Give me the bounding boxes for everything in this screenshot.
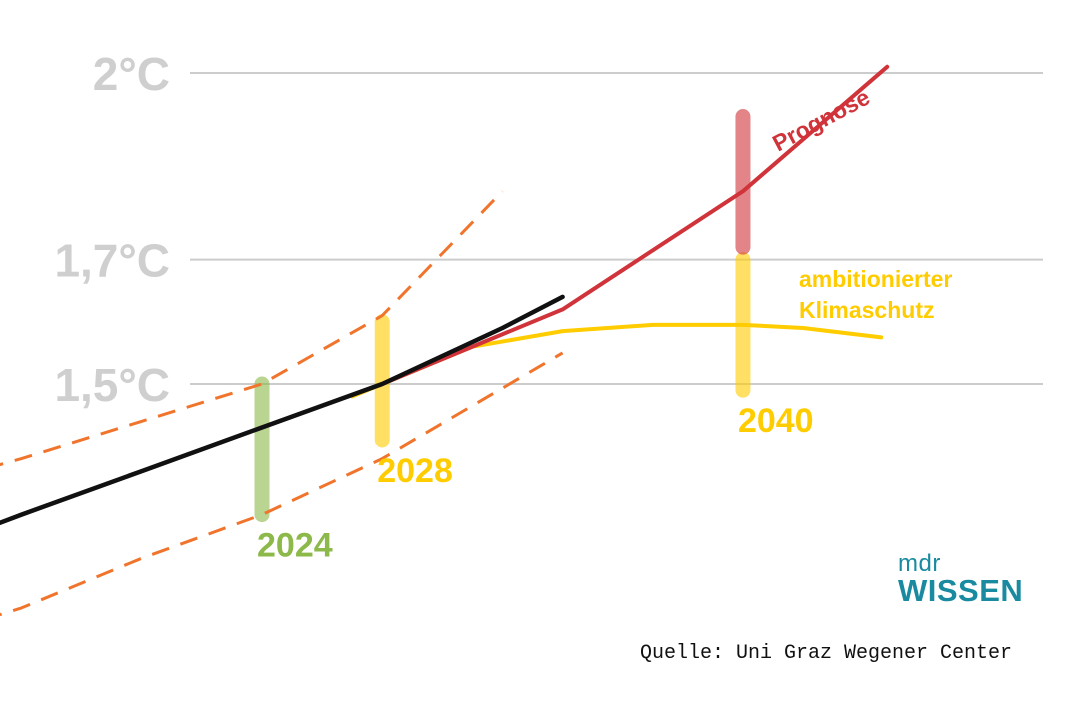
y-tick-label-0: 1,5°C	[54, 359, 170, 411]
annotation-prognose: Prognose	[768, 84, 874, 157]
series-line-lower-bound	[0, 351, 564, 617]
year-label-2024: 2024	[257, 527, 333, 565]
logo-mdr-text: mdr	[898, 550, 941, 577]
source-note: Quelle: Uni Graz Wegener Center	[640, 642, 1013, 665]
y-tick-label-2: 2°C	[93, 48, 170, 100]
y-tick-label-1: 1,7°C	[54, 235, 170, 287]
year-label-2028: 2028	[377, 452, 453, 490]
year-label-2040: 2040	[738, 402, 814, 440]
year-labels: 2024 2028 2040	[257, 402, 814, 564]
annotation-klimaschutz: Klimaschutz	[799, 297, 934, 323]
mdr-wissen-logo: mdr WISSEN	[898, 550, 1038, 608]
series-line-forecast	[380, 64, 890, 386]
series-line-observed	[0, 294, 565, 526]
annotation-ambitionierter: ambitionierter	[799, 266, 952, 292]
series-lines	[0, 64, 890, 617]
series-line-upper-bound	[0, 190, 504, 467]
year-markers	[254, 109, 751, 523]
logo-wissen-text: WISSEN	[898, 573, 1024, 608]
grid-lines	[190, 72, 1043, 385]
y-axis-labels: 1,5°C 1,7°C 2°C	[54, 48, 170, 411]
